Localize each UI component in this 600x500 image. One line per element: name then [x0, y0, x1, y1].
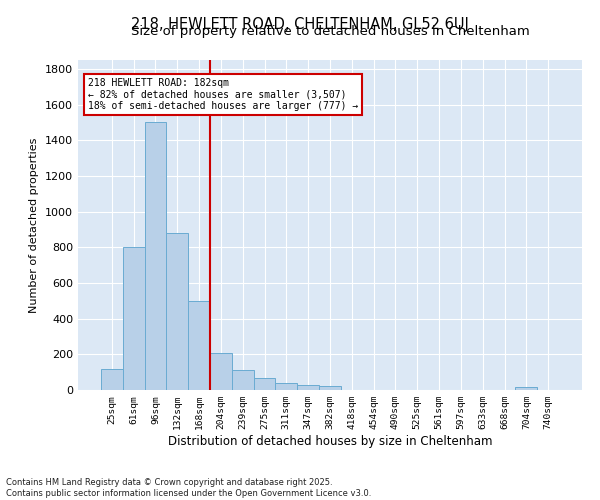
X-axis label: Distribution of detached houses by size in Cheltenham: Distribution of detached houses by size … — [168, 435, 492, 448]
Bar — [297, 384, 319, 390]
Bar — [101, 368, 123, 390]
Text: 218 HEWLETT ROAD: 182sqm
← 82% of detached houses are smaller (3,507)
18% of sem: 218 HEWLETT ROAD: 182sqm ← 82% of detach… — [88, 78, 358, 112]
Bar — [145, 122, 166, 390]
Text: 218, HEWLETT ROAD, CHELTENHAM, GL52 6UJ: 218, HEWLETT ROAD, CHELTENHAM, GL52 6UJ — [131, 18, 469, 32]
Bar — [166, 233, 188, 390]
Bar — [123, 248, 145, 390]
Bar — [254, 378, 275, 390]
Title: Size of property relative to detached houses in Cheltenham: Size of property relative to detached ho… — [131, 25, 529, 38]
Bar — [515, 388, 537, 390]
Bar — [188, 301, 210, 390]
Bar — [275, 383, 297, 390]
Text: Contains HM Land Registry data © Crown copyright and database right 2025.
Contai: Contains HM Land Registry data © Crown c… — [6, 478, 371, 498]
Y-axis label: Number of detached properties: Number of detached properties — [29, 138, 40, 312]
Bar — [232, 370, 254, 390]
Bar — [210, 352, 232, 390]
Bar — [319, 386, 341, 390]
